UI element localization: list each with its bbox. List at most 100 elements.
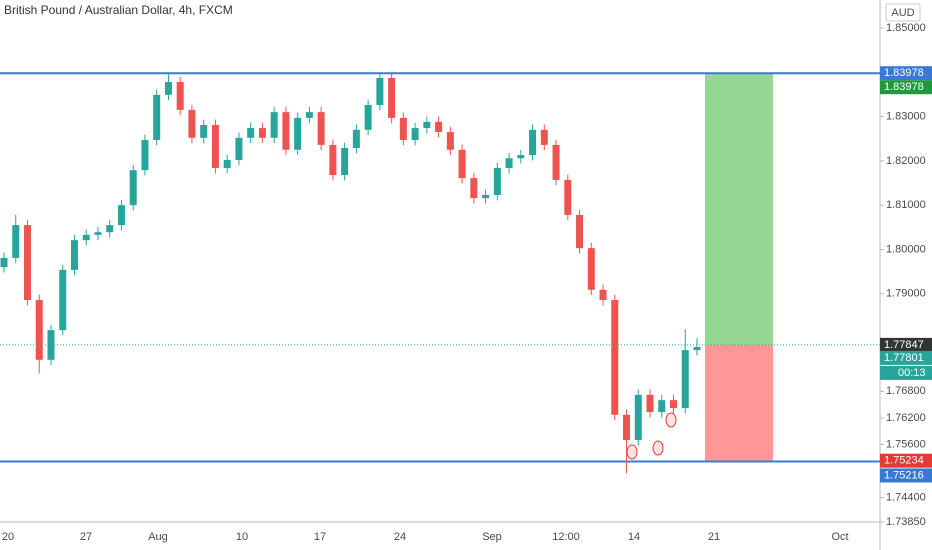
candle-body [341, 148, 349, 176]
y-tick-label: 1.80000 [886, 243, 926, 255]
candle-body [599, 289, 607, 300]
candle-body [223, 159, 231, 168]
marker-circle [665, 412, 677, 428]
last-price-label-box [880, 350, 932, 365]
candle-body [576, 214, 584, 249]
candle-body [200, 124, 208, 138]
x-tick-label: 24 [394, 531, 406, 543]
candle-body [517, 155, 525, 159]
x-tick-label: Oct [831, 531, 848, 543]
candle-body [587, 248, 595, 290]
candle-body [423, 121, 431, 129]
candle-body [446, 132, 454, 150]
target-price-label: 1.83978 [884, 81, 924, 93]
candle-body [305, 112, 313, 118]
candle-body [658, 400, 666, 413]
stop-price-label-box [880, 453, 932, 468]
candle-body [258, 128, 266, 138]
candle-body [23, 225, 31, 300]
candle-body [540, 129, 548, 145]
candle-body [117, 205, 125, 226]
y-tick-label: 1.79000 [886, 288, 926, 300]
y-tick-label: 1.74400 [886, 492, 926, 504]
candle-body [399, 117, 407, 141]
candle-body [411, 128, 419, 141]
candle-body [352, 129, 360, 149]
countdown-box [880, 365, 932, 380]
chart-title: British Pound / Australian Dollar, 4h, F… [4, 3, 233, 17]
candle-body [129, 170, 137, 206]
line-price-label-box [880, 468, 932, 483]
x-tick-label: 10 [236, 531, 248, 543]
y-tick-label: 1.85000 [886, 22, 926, 34]
y-tick-label: 1.83000 [886, 110, 926, 122]
candle-body [211, 124, 219, 168]
y-tick-label: 1.81000 [886, 199, 926, 211]
target-price-label-box [880, 80, 932, 95]
x-tick-label: 14 [628, 531, 640, 543]
profit-zone [705, 73, 773, 345]
candle-body [329, 144, 337, 176]
candle-body [82, 234, 90, 241]
candle-body [458, 149, 466, 179]
candle-body [493, 167, 501, 195]
candle-body [364, 105, 372, 130]
candle-body [552, 144, 560, 180]
candle-body [188, 109, 196, 138]
x-tick-label: 27 [80, 531, 92, 543]
x-tick-label: 21 [708, 531, 720, 543]
loss-zone [705, 344, 773, 461]
candle-body [35, 299, 43, 360]
candle-body [681, 350, 689, 409]
y-tick-label: 1.73850 [886, 516, 926, 528]
y-tick-label: 1.82000 [886, 155, 926, 167]
candle-body [529, 129, 537, 156]
candle-body [670, 400, 678, 409]
candle-body [12, 225, 20, 258]
countdown-label: 00:13 [898, 367, 926, 379]
x-tick-label: Aug [148, 531, 168, 543]
line-price-label: 1.83978 [884, 67, 924, 79]
candle-body [388, 77, 396, 118]
candle-body [235, 137, 243, 160]
candle-body [106, 225, 114, 233]
currency-label[interactable]: AUD [891, 7, 914, 19]
y-tick-label: 1.76800 [886, 385, 926, 397]
candle-body [176, 81, 184, 110]
x-tick-label: Sep [482, 531, 502, 543]
x-tick-label: 12:00 [552, 531, 580, 543]
candle-body [282, 112, 290, 150]
candle-body [505, 158, 513, 168]
candle-body [646, 394, 654, 413]
candle-body [376, 77, 384, 106]
last-price-label: 1.77801 [884, 352, 924, 364]
candle-body [70, 240, 78, 270]
x-tick-label: 20 [2, 531, 14, 543]
x-tick-label: 17 [314, 531, 326, 543]
candle-body [153, 94, 161, 141]
candle-body [634, 394, 642, 441]
candle-body [470, 178, 478, 199]
candle-body [611, 299, 619, 415]
line-price-label-box [880, 66, 932, 81]
candle-body [164, 81, 172, 95]
candle-body [317, 112, 325, 145]
candle-body [435, 121, 443, 133]
candle-body [482, 194, 490, 199]
candle-body [0, 257, 8, 268]
currency-box[interactable] [885, 3, 921, 22]
candle-body [141, 140, 149, 171]
candle-body [247, 128, 255, 138]
candle-body [564, 179, 572, 215]
y-tick-label: 1.76200 [886, 412, 926, 424]
marker-circle [652, 440, 664, 456]
candle-body [294, 117, 302, 150]
candle-body [270, 112, 278, 138]
candle-body [47, 330, 55, 360]
marker-circle [626, 444, 638, 460]
entry-price-label-box [880, 337, 932, 352]
candle-body [623, 414, 631, 441]
candle-body [59, 269, 67, 331]
